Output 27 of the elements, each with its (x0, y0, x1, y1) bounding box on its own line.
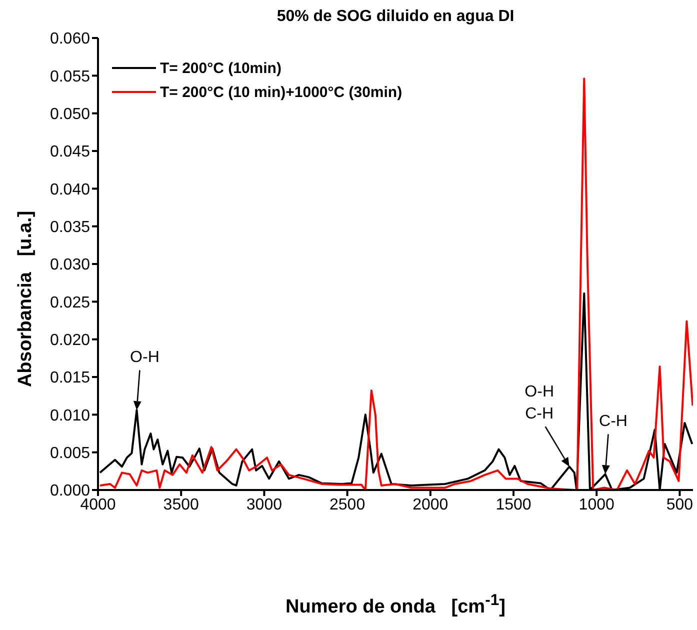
y-tick-label: 0.055 (50, 68, 90, 86)
x-tick-label: 3500 (163, 496, 199, 514)
y-tick-label: 0.035 (50, 219, 90, 236)
y-tick-label: 0.045 (50, 144, 90, 161)
legend-label: T= 200°C (10 min)+1000°C (30min) (160, 84, 402, 100)
y-tick-label: 0.020 (50, 332, 90, 350)
x-tick-label: 2000 (412, 496, 448, 514)
x-tick-label: 500 (666, 496, 694, 514)
chart-title: 50% de SOG diluido en agua DI (276, 8, 516, 26)
annotation: O-H C-H (524, 384, 554, 423)
x-tick-label: 3000 (246, 496, 282, 514)
y-tick-label: 0.060 (50, 30, 90, 48)
x-tick-label: 1500 (496, 496, 532, 514)
y-tick-label: 0.015 (50, 370, 90, 387)
y-axis-title: Absorbancia [u.a.] (15, 210, 37, 388)
y-tick-label: 0.025 (50, 294, 90, 312)
x-axis-title: Numero de onda [cm$^{-1}$] (284, 592, 506, 618)
y-tick-label: 0.010 (50, 407, 90, 424)
legend-label: T= 200°C (10min) (160, 60, 282, 76)
y-tick-label: 0.005 (50, 445, 90, 462)
y-tick-label: 0.030 (50, 256, 90, 274)
annotation: O-H (130, 349, 160, 366)
y-tick-label: 0.040 (50, 181, 90, 198)
annotation: C-H (599, 413, 628, 430)
x-tick-label: 2500 (330, 496, 366, 514)
y-tick-label: 0.050 (50, 106, 90, 124)
x-tick-label: 1000 (578, 496, 614, 514)
